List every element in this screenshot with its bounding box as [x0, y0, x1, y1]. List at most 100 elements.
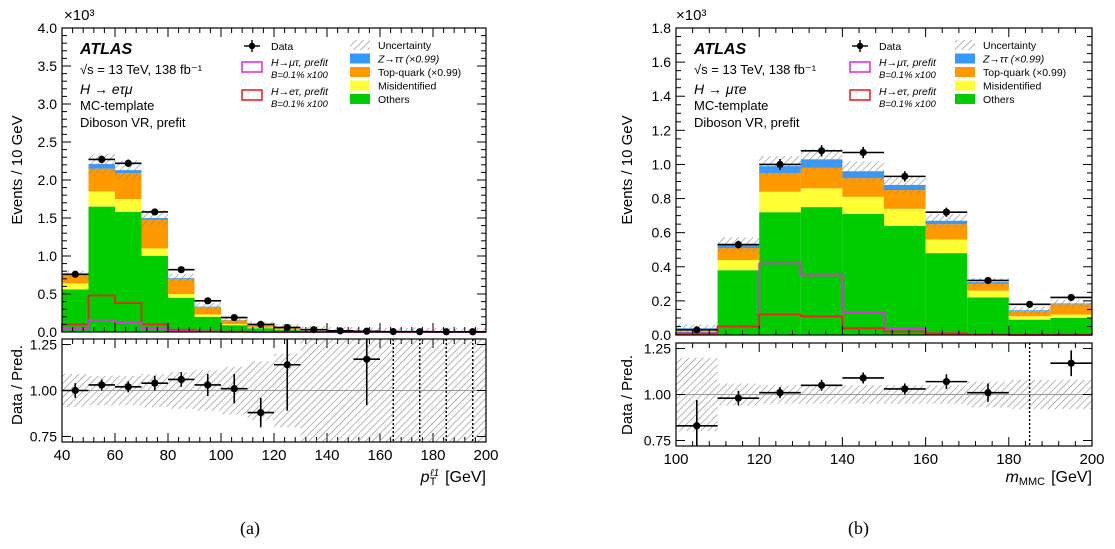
data-point — [1067, 293, 1075, 302]
legend-signal1-swatch — [849, 61, 871, 73]
stack-bar — [1050, 314, 1092, 318]
legend-misidentified-label: Misidentified — [983, 81, 1042, 93]
x-tick-label: 120 — [261, 447, 286, 464]
data-point — [1026, 300, 1034, 308]
ratio-point — [363, 355, 371, 363]
ratio-point — [177, 375, 185, 384]
stack-bar — [141, 248, 168, 256]
ratio-point — [1067, 359, 1075, 367]
legend-signal2-swatch — [849, 89, 871, 101]
energy-label: √s = 13 TeV, 138 fb⁻¹ — [80, 62, 203, 77]
legend-uncertainty-label: Uncertainty — [983, 40, 1037, 52]
data-point — [230, 313, 238, 322]
stack-bar — [925, 224, 968, 240]
stack-bar — [168, 278, 195, 294]
data-point — [984, 276, 992, 285]
template-label: MC-template — [694, 98, 768, 113]
data-point — [257, 320, 265, 328]
stack-bar — [967, 297, 1009, 335]
y-tick-label: 1.0 — [652, 156, 672, 172]
legend-signal2-label: H→eτ, prefit — [879, 86, 937, 98]
legend-ztautau-label: Z→ττ (×0.99) — [377, 54, 439, 66]
stack-bar — [88, 191, 115, 207]
x-tick-label: 40 — [54, 447, 71, 464]
y-tick-label: 0.0 — [652, 327, 672, 343]
legend-signal1-br: B=0.1% x100 — [879, 70, 936, 81]
stack-bar — [1050, 317, 1092, 335]
legend-uncertainty-label: Uncertainty — [378, 40, 432, 52]
ratio-plot-b: 0.75 1.00 1.25 100 120 140 160 180 200 — [644, 341, 1105, 468]
y-tick-label: 4.0 — [38, 20, 58, 36]
stack-bar — [168, 297, 195, 332]
y-tick-label: 0.0 — [38, 324, 58, 340]
stack-bar — [194, 306, 221, 315]
main-plot-b: 0.0 0.2 0.4 0.6 0.8 1.0 1.2 1.4 1.6 1.8 — [652, 20, 1093, 343]
stack-bar — [842, 178, 884, 197]
atlas-label: ATLAS — [693, 41, 746, 58]
stack-bar — [717, 270, 760, 335]
x-tick-label: 200 — [1079, 451, 1104, 468]
x-tick-label: 100 — [208, 447, 233, 464]
ratio-tick-label: 1.25 — [644, 341, 671, 357]
ratio-point — [71, 386, 79, 395]
data-point — [98, 155, 106, 164]
x-tick-label: 120 — [747, 451, 772, 468]
stack-bar — [759, 212, 801, 335]
ratio-point — [859, 374, 867, 382]
data-point — [693, 326, 701, 334]
legend-ztautau-swatch — [955, 53, 975, 64]
y-tick-label: 1.6 — [652, 54, 672, 70]
y-tick-label: 0.8 — [652, 191, 672, 207]
stack-bar — [168, 294, 195, 298]
ratio-point — [776, 389, 784, 397]
y-exponent-label: ×10³ — [676, 7, 706, 24]
uncertainty-bin — [168, 273, 195, 283]
legend-uncertainty-swatch — [350, 40, 370, 50]
data-points — [676, 145, 1092, 334]
stack-misidentified — [676, 188, 1092, 332]
ratio-tick-label: 1.25 — [30, 337, 57, 353]
stack-bar — [221, 324, 248, 326]
y-tick-label: 0.4 — [652, 259, 672, 275]
legend-others-swatch — [350, 94, 370, 104]
data-point — [177, 266, 185, 274]
uncertainty-bin — [800, 148, 843, 170]
legend-misidentified-label: Misidentified — [378, 81, 437, 93]
data-point — [151, 208, 159, 216]
stack-bar — [884, 208, 926, 226]
uncertainty-bin — [842, 161, 884, 182]
stack-bar — [141, 256, 168, 332]
stack-bar — [925, 253, 968, 335]
y-axis-label-ratio: Data / Pred. — [9, 345, 26, 425]
ratio-point — [204, 381, 212, 389]
uncertainty-bin — [194, 302, 221, 311]
stack-bar — [62, 289, 89, 332]
y-tick-label: 3.0 — [38, 96, 58, 112]
stack-bar — [884, 190, 926, 209]
legend-top-quark-label: Top-quark (×0.99) — [983, 67, 1066, 79]
energy-label: √s = 13 TeV, 138 fb⁻¹ — [694, 62, 817, 77]
ratio-point — [283, 361, 291, 369]
ratio-point — [818, 381, 826, 389]
legend-misidentified-swatch — [955, 80, 975, 91]
y-tick-label: 0.6 — [652, 225, 672, 241]
stack-bar — [221, 325, 248, 332]
ratio-point — [257, 408, 265, 417]
region-label: Diboson VR, prefit — [80, 115, 186, 130]
legend-others-label: Others — [378, 94, 410, 106]
legend-ztautau-swatch — [350, 53, 370, 64]
y-tick-label: 1.4 — [652, 88, 672, 104]
uncertainty-bin — [1008, 306, 1051, 314]
legend-misidentified-swatch — [350, 80, 370, 91]
legend-data-label: Data — [271, 41, 293, 53]
ratio-points — [676, 343, 1092, 446]
ratio-point — [693, 422, 701, 430]
legend-signal2-label: H→eτ, prefit — [271, 86, 329, 98]
stack-bar — [759, 172, 801, 192]
ratio-tick-label: 0.75 — [644, 432, 671, 448]
stack-bar — [1008, 316, 1051, 320]
legend-signal1-label: H→μτ, prefit — [879, 57, 937, 69]
caption-a: (a) — [240, 518, 260, 538]
